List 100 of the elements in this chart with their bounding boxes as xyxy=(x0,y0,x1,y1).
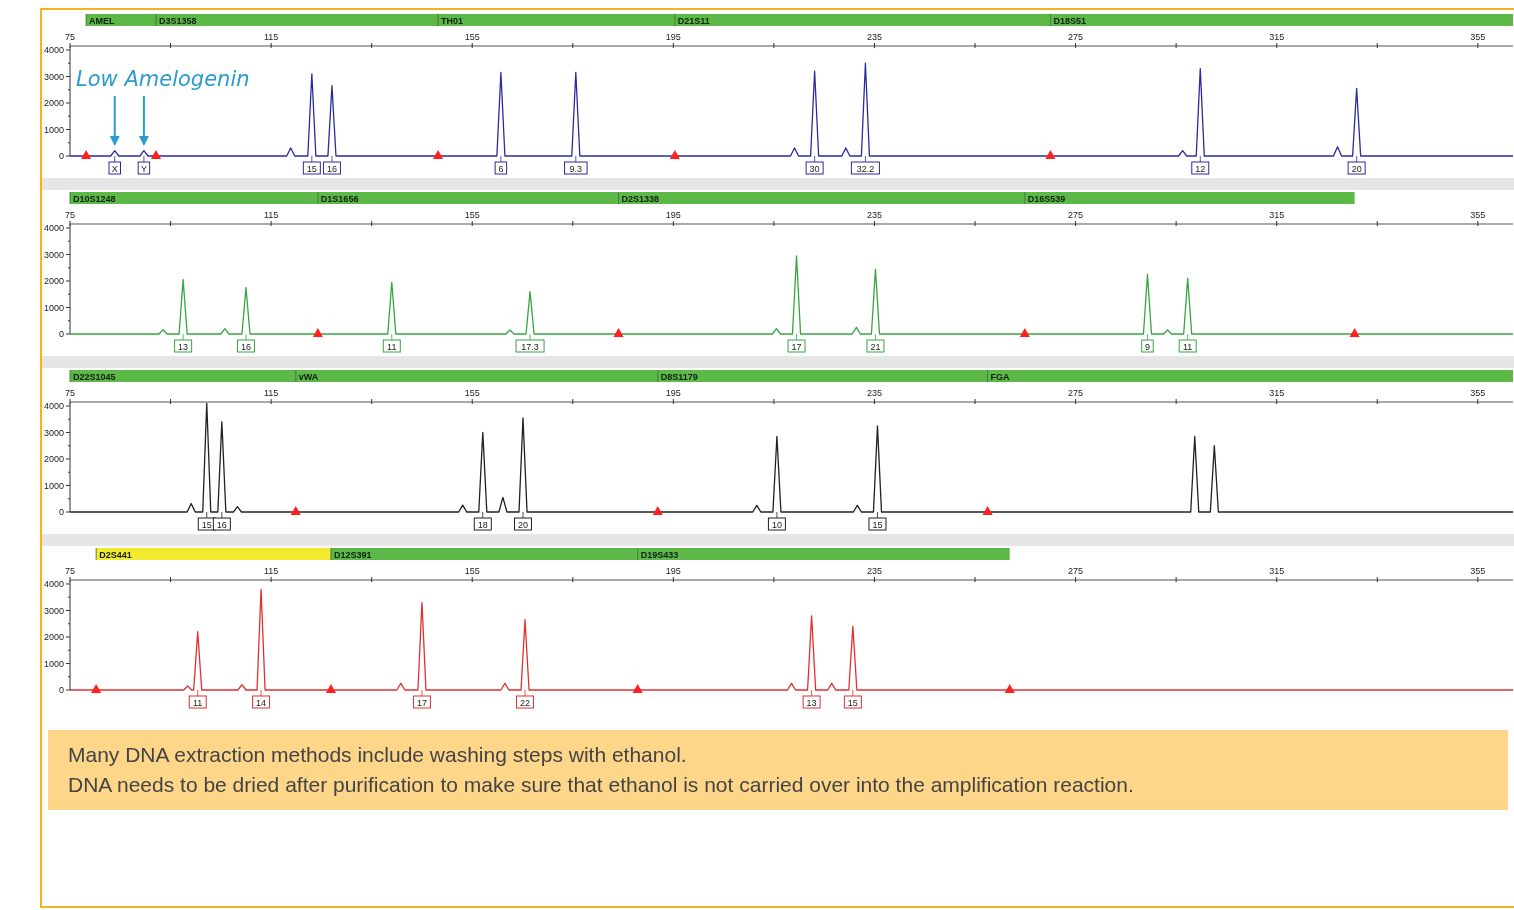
x-tick-label: 155 xyxy=(464,566,480,576)
annotation: 20 xyxy=(518,519,529,530)
y-tick-label: 1000 xyxy=(43,480,64,491)
annotation: 13 xyxy=(806,697,817,708)
annotation: 15 xyxy=(872,519,883,530)
x-tick-label: 355 xyxy=(1470,566,1486,576)
annotation: 15 xyxy=(847,697,858,708)
annotation: 6 xyxy=(498,163,504,174)
y-tick-label: 2000 xyxy=(43,276,64,287)
x-tick-label: 315 xyxy=(1269,32,1285,42)
x-tick-label: 75 xyxy=(64,32,76,42)
x-tick-label: 155 xyxy=(464,32,480,42)
band-label: FGA xyxy=(990,371,1011,382)
line-series xyxy=(69,255,1514,335)
annotation: Low Amelogenin xyxy=(76,67,250,91)
y-tick-label: 2000 xyxy=(43,454,64,465)
x-tick-label: 155 xyxy=(464,210,480,220)
annotation: 10 xyxy=(771,519,782,530)
y-tick-label: 0 xyxy=(58,507,64,518)
x-tick-label: 155 xyxy=(464,388,480,398)
band-label: AMEL xyxy=(89,15,116,26)
annotation: 9 xyxy=(1144,341,1150,352)
x-tick-label: 275 xyxy=(1068,566,1084,576)
y-tick-label: 4000 xyxy=(43,579,64,590)
x-tick-label: 275 xyxy=(1068,210,1084,220)
x-tick-label: 195 xyxy=(665,388,681,398)
annotation: 16 xyxy=(216,519,227,530)
annotation: 20 xyxy=(1351,163,1362,174)
annotation: 11 xyxy=(387,341,397,352)
y-tick-label: 4000 xyxy=(43,401,64,412)
x-tick-label: 115 xyxy=(263,388,279,398)
y-tick-label: 3000 xyxy=(43,71,64,82)
annotation: 11 xyxy=(1183,341,1193,352)
x-tick-label: 355 xyxy=(1470,210,1486,220)
annotation: 15 xyxy=(201,519,212,530)
band-label: D1S1656 xyxy=(320,193,359,204)
y-tick-label: 2000 xyxy=(43,98,64,109)
line-series xyxy=(69,62,1514,157)
text: DNA needs to be dried after purification to make sure that ethanol is not carried over into the amplification reaction. xyxy=(68,773,1134,796)
annotation: 16 xyxy=(326,163,337,174)
text: Many DNA extraction methods include washing steps with ethanol. xyxy=(68,743,687,766)
annotation: 17 xyxy=(791,341,802,352)
x-tick-label: 75 xyxy=(64,388,76,398)
x-tick-label: 115 xyxy=(263,566,279,576)
annotation: 21 xyxy=(870,341,881,352)
annotation: 30 xyxy=(809,163,820,174)
band-label: D21S11 xyxy=(677,15,710,26)
x-tick-label: 75 xyxy=(64,210,76,220)
annotation: 15 xyxy=(306,163,317,174)
band-label: D22S1045 xyxy=(73,371,116,382)
annotation: 22 xyxy=(520,697,531,708)
annotation: 17.3 xyxy=(521,341,539,352)
band-label: D8S1179 xyxy=(660,371,698,382)
band-label: vWA xyxy=(298,371,319,382)
line-series xyxy=(69,402,1514,513)
x-tick-label: 315 xyxy=(1269,388,1285,398)
band-label: D2S441 xyxy=(99,549,132,560)
band-label: D19S433 xyxy=(640,549,679,560)
y-tick-label: 0 xyxy=(58,685,64,696)
band-label: D2S1338 xyxy=(621,193,660,204)
x-tick-label: 235 xyxy=(866,32,882,42)
x-tick-label: 235 xyxy=(866,210,882,220)
x-tick-label: 355 xyxy=(1470,32,1486,42)
band-label: D16S539 xyxy=(1027,193,1066,204)
annotation: Y xyxy=(140,163,147,174)
annotation: 17 xyxy=(416,697,427,708)
y-tick-label: 2000 xyxy=(43,632,64,643)
band-label: D18S51 xyxy=(1053,15,1086,26)
annotation: 11 xyxy=(193,697,203,708)
annotation: 32.2 xyxy=(856,163,875,174)
y-tick-label: 3000 xyxy=(43,427,64,438)
y-tick-label: 3000 xyxy=(43,249,64,260)
x-tick-label: 235 xyxy=(866,388,882,398)
annotation: X xyxy=(111,163,118,174)
x-tick-label: 275 xyxy=(1068,388,1084,398)
y-tick-label: 4000 xyxy=(43,45,64,56)
y-tick-label: 4000 xyxy=(43,223,64,234)
y-tick-label: 1000 xyxy=(43,658,64,669)
x-tick-label: 195 xyxy=(665,32,681,42)
band-label: D12S391 xyxy=(333,549,372,560)
x-tick-label: 355 xyxy=(1470,388,1486,398)
annotation: 18 xyxy=(477,519,488,530)
y-tick-label: 0 xyxy=(58,151,64,162)
annotation: 16 xyxy=(240,341,251,352)
x-tick-label: 315 xyxy=(1269,566,1285,576)
x-tick-label: 115 xyxy=(263,32,279,42)
x-tick-label: 115 xyxy=(263,210,279,220)
y-tick-label: 0 xyxy=(58,329,64,340)
annotation: 12 xyxy=(1195,163,1206,174)
y-tick-label: 1000 xyxy=(43,124,64,135)
band-label: D10S1248 xyxy=(73,193,116,204)
x-tick-label: 235 xyxy=(866,566,882,576)
annotation: 14 xyxy=(256,697,267,708)
x-tick-label: 75 xyxy=(64,566,76,576)
annotation: 9.3 xyxy=(569,163,583,174)
line-series xyxy=(69,588,1514,691)
annotation: 13 xyxy=(178,341,189,352)
band-label: TH01 xyxy=(441,15,464,26)
y-tick-label: 3000 xyxy=(43,605,64,616)
x-tick-label: 195 xyxy=(665,210,681,220)
